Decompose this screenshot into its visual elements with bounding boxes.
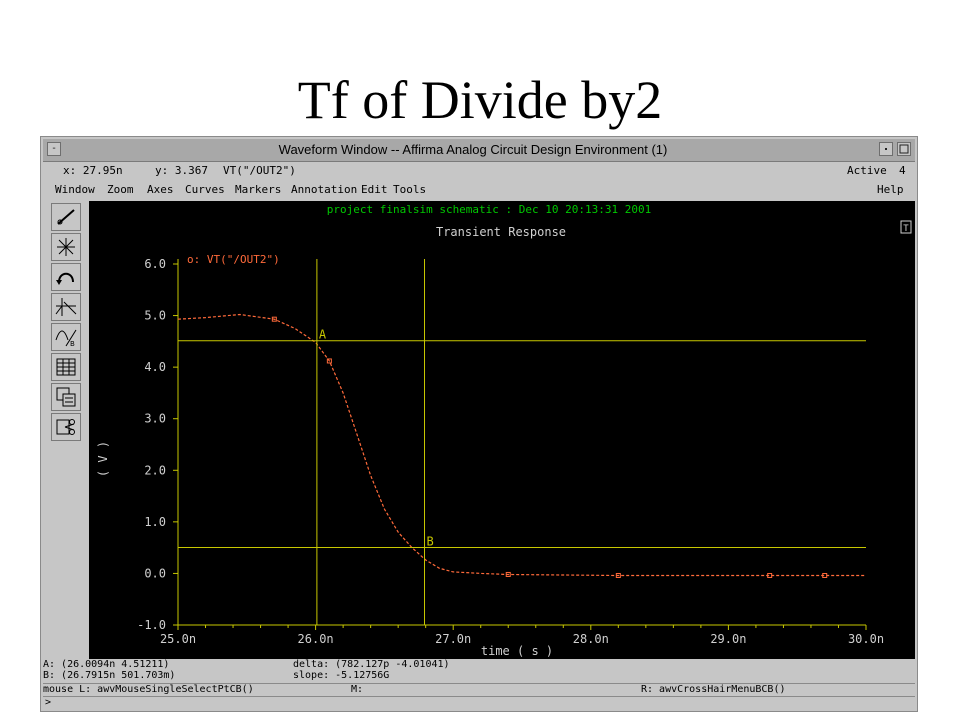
waveform-chart: project finalsim schematic : Dec 10 20:1… (96, 203, 912, 658)
marker-b-label: B (427, 535, 434, 549)
y-tick-label: 4.0 (144, 360, 166, 374)
y-tick-label: 0.0 (144, 566, 166, 580)
cursor-y-readout: y: 3.367 (155, 164, 208, 177)
delta-readout: delta: (782.127p -4.01041) (293, 659, 450, 670)
command-line[interactable]: > (43, 696, 915, 710)
copy-graph-icon (56, 387, 76, 407)
legend-entry[interactable]: o: VT("/OUT2") (187, 253, 280, 266)
plot-header: project finalsim schematic : Dec 10 20:1… (327, 203, 652, 216)
maximize-button[interactable] (897, 142, 911, 156)
menu-axes[interactable]: Axes (147, 183, 174, 196)
window-menu-button[interactable]: - (47, 142, 61, 156)
menu-zoom[interactable]: Zoom (107, 183, 134, 196)
menu-bar: Window Zoom Axes Curves Markers Annotati… (43, 181, 915, 199)
y-axis-label: ( V ) (96, 441, 110, 477)
x-tick-label: 30.0n (848, 632, 884, 646)
x-tick-label: 29.0n (710, 632, 746, 646)
mouse-middle-binding: M: (351, 684, 364, 695)
minimize-icon (885, 148, 887, 150)
active-label: Active (847, 164, 887, 177)
slope-readout: slope: -5.12756G (293, 670, 390, 681)
menu-edit[interactable]: Edit (361, 183, 388, 196)
undo-arc-icon (56, 272, 74, 285)
menu-help[interactable]: Help (877, 183, 904, 196)
table-icon (56, 358, 76, 376)
trace-point-symbol (822, 572, 828, 578)
plot-corner-label: T (903, 224, 909, 234)
pointer-icon (57, 209, 75, 225)
maximize-icon (899, 144, 909, 154)
cut-tool-button[interactable] (51, 413, 81, 441)
waveform-window: - Waveform Window -- Affirma Analog Circ… (40, 136, 918, 712)
crosshair-star-icon (57, 238, 75, 256)
crosshair-tool-button[interactable] (51, 233, 81, 261)
command-prompt: > (45, 697, 52, 708)
trace-point-symbol (326, 358, 332, 364)
copy-graph-tool-button[interactable] (51, 383, 81, 411)
trace-point-symbol (767, 572, 773, 578)
minimize-button[interactable] (879, 142, 893, 156)
trace-point-symbol (271, 316, 277, 322)
strip-split-icon (55, 298, 77, 316)
active-count: 4 (899, 164, 906, 177)
trace-point-symbol (615, 572, 621, 578)
y-tick-label: -1.0 (137, 618, 166, 632)
scissors-icon (56, 419, 75, 435)
trace-point-symbol (505, 571, 511, 577)
mouse-right-binding: R: awvCrossHairMenuBCB() (641, 684, 786, 695)
y-tick-label: 5.0 (144, 309, 166, 323)
title-bar[interactable]: - Waveform Window -- Affirma Analog Circ… (43, 139, 915, 162)
menu-window[interactable]: Window (55, 183, 95, 196)
plot-corner-box[interactable] (900, 220, 912, 234)
curve-tool-button[interactable]: B (51, 323, 81, 351)
x-tick-label: 25.0n (160, 632, 196, 646)
y-tick-label: 1.0 (144, 515, 166, 529)
slide-title: Tf of Divide by2 (297, 70, 663, 130)
menu-markers[interactable]: Markers (235, 183, 282, 196)
x-tick-label: 26.0n (298, 632, 334, 646)
strip-tool-button[interactable] (51, 293, 81, 321)
y-tick-label: 3.0 (144, 412, 166, 426)
marker-b-readout: B: (26.7915n 501.703m) (43, 670, 176, 681)
y-tick-label: 2.0 (144, 463, 166, 477)
x-tick-label: 27.0n (435, 632, 471, 646)
svg-text:B: B (70, 340, 75, 348)
marker-readout-bar: A: (26.0094n 4.51211) B: (26.7915n 501.7… (43, 659, 915, 683)
table-tool-button[interactable] (51, 353, 81, 381)
current-trace-readout: VT("/OUT2") (223, 164, 296, 177)
marker-a-readout: A: (26.0094n 4.51211) (43, 659, 170, 670)
menu-annotation[interactable]: Annotation (291, 183, 358, 196)
undo-tool-button[interactable] (51, 263, 81, 291)
x-tick-label: 28.0n (573, 632, 609, 646)
x-axis-label: time ( s ) (481, 644, 553, 658)
waveform-trace-out2 (177, 313, 866, 577)
menu-tools[interactable]: Tools (393, 183, 427, 196)
tool-palette: B (49, 201, 87, 451)
curve-b-icon: B (55, 329, 77, 348)
menu-curves[interactable]: Curves (185, 183, 225, 196)
mouse-left-binding: mouse L: awvMouseSingleSelectPtCB() (43, 684, 254, 695)
coordinate-bar: x: 27.95n y: 3.367 VT("/OUT2") Active 4 (43, 162, 915, 180)
pointer-tool-button[interactable] (51, 203, 81, 231)
y-tick-label: 6.0 (144, 257, 166, 271)
chart-title: Transient Response (436, 225, 566, 239)
marker-a-label: A (319, 328, 327, 342)
mouse-binding-bar: mouse L: awvMouseSingleSelectPtCB() M: R… (43, 683, 915, 696)
window-title: Waveform Window -- Affirma Analog Circui… (278, 142, 668, 157)
waveform-plot[interactable]: project finalsim schematic : Dec 10 20:1… (89, 201, 915, 659)
cursor-x-readout: x: 27.95n (63, 164, 123, 177)
